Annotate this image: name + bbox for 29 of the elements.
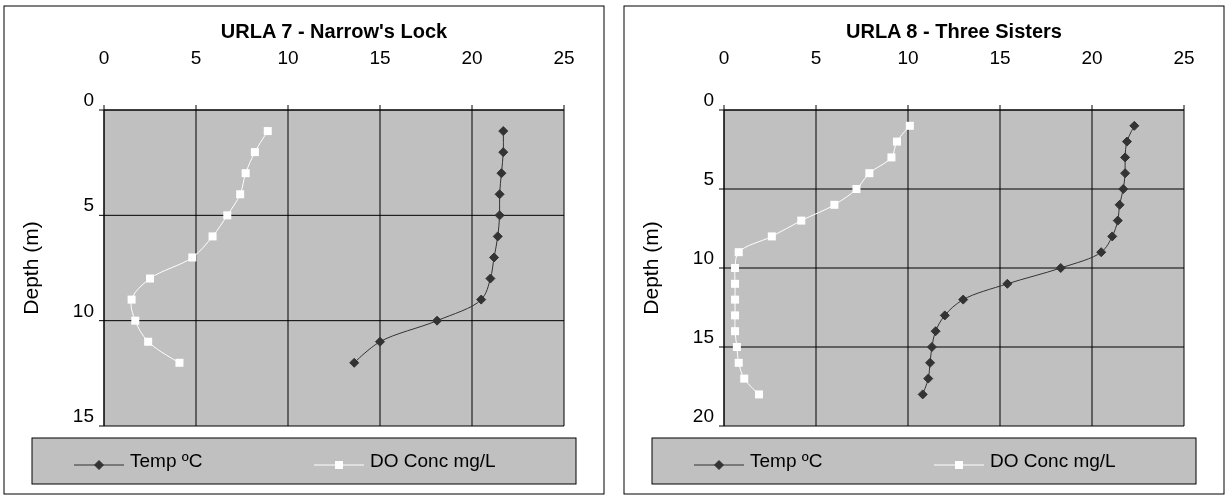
y-tick-label: 15 xyxy=(692,326,714,347)
y-tick-label: 10 xyxy=(72,299,94,321)
chart-title: URLA 8 - Three Sisters xyxy=(846,20,1062,42)
legend-label: DO Conc mg/L xyxy=(990,450,1116,471)
x-tick-label: 0 xyxy=(718,47,730,68)
x-tick-label: 10 xyxy=(897,47,919,68)
x-tick-label: 25 xyxy=(1173,47,1195,68)
x-tick-label: 0 xyxy=(98,47,110,68)
y-tick-label: 0 xyxy=(83,89,94,110)
x-tick-label: 20 xyxy=(1081,47,1103,68)
y-tick-label: 0 xyxy=(703,89,714,110)
y-tick-label: 5 xyxy=(83,194,94,216)
x-tick-label: 5 xyxy=(190,47,202,68)
chart-title: URLA 7 - Narrow's Lock xyxy=(220,20,449,42)
x-tick-label: 15 xyxy=(989,47,1011,68)
y-tick-label: 10 xyxy=(692,247,714,268)
x-tick-label: 15 xyxy=(369,47,391,68)
x-tick-label: 25 xyxy=(553,47,575,68)
legend-label: Temp ºC xyxy=(130,450,203,471)
legend-label: Temp ºC xyxy=(750,450,823,471)
legend-label: DO Conc mg/L xyxy=(370,450,496,471)
y-tick-label: 20 xyxy=(692,405,714,426)
x-tick-label: 10 xyxy=(277,47,299,68)
y-axis-title: Depth (m) xyxy=(639,221,662,315)
x-tick-label: 5 xyxy=(810,47,822,68)
y-axis-title: Depth (m) xyxy=(19,221,42,315)
y-tick-label: 15 xyxy=(72,405,94,426)
y-tick-label: 5 xyxy=(703,168,714,189)
x-tick-label: 20 xyxy=(461,47,483,68)
